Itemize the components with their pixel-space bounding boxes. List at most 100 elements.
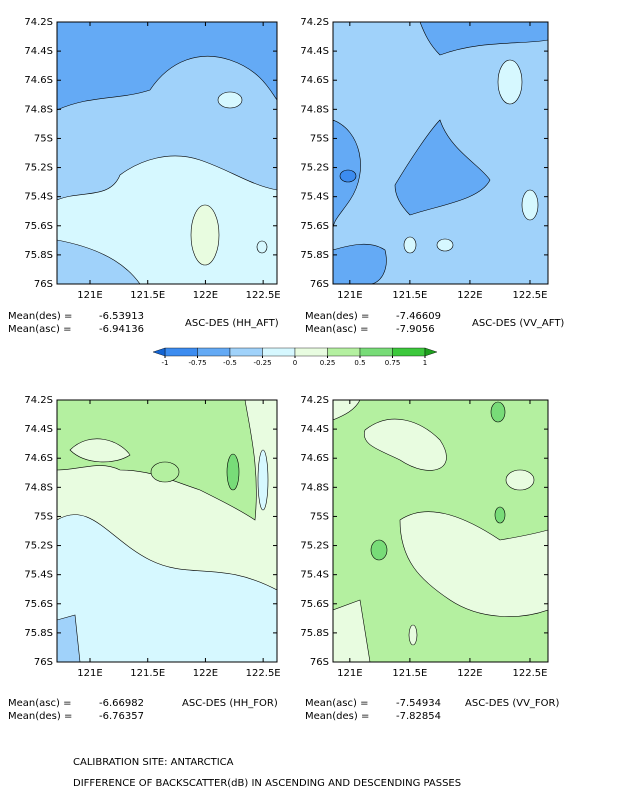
- panel-field: [333, 22, 548, 284]
- mean-value: -6.66982: [99, 698, 144, 709]
- contour-region: [497, 59, 523, 105]
- contour-region: [394, 119, 491, 216]
- mean-value: -7.82854: [396, 711, 441, 722]
- contour-region: [494, 506, 506, 524]
- footer-line: DIFFERENCE OF BACKSCATTER(dB) IN ASCENDI…: [73, 778, 461, 789]
- contour-region: [505, 469, 535, 491]
- x-tick-label: 121E: [337, 668, 362, 679]
- contour-region: [150, 461, 180, 483]
- y-tick-label: 74.6S: [24, 75, 53, 86]
- plot-frame: [56, 399, 278, 663]
- colorbar-bin: [359, 347, 393, 357]
- mean-label: Mean(asc) =: [8, 324, 71, 335]
- mean-label: Mean(des) =: [305, 711, 369, 722]
- y-tick-label: 75.6S: [24, 599, 53, 610]
- y-tick-label: 74.8S: [24, 482, 53, 493]
- y-tick-label: 74.6S: [300, 75, 329, 86]
- y-tick-label: 74.2S: [300, 17, 329, 28]
- plot-frame: [332, 21, 549, 285]
- y-tick-label: 75.4S: [24, 192, 53, 203]
- x-tick-label: 122.5E: [513, 668, 548, 679]
- y-tick-label: 75.6S: [300, 221, 329, 232]
- mean-label: Mean(asc) =: [305, 324, 368, 335]
- contour-region: [257, 449, 269, 511]
- contour-region: [436, 238, 454, 252]
- y-tick-label: 75S: [310, 133, 329, 144]
- contour-region: [57, 400, 257, 521]
- mean-value: -6.76357: [99, 711, 144, 722]
- y-tick-label: 75.2S: [300, 163, 329, 174]
- y-tick-label: 75S: [34, 133, 53, 144]
- y-tick-label: 74.4S: [24, 46, 53, 57]
- contour-region: [57, 614, 81, 662]
- panel-field: [57, 22, 277, 284]
- y-tick-label: 74.4S: [300, 46, 329, 57]
- y-tick-label: 75.6S: [300, 599, 329, 610]
- mean-value: -7.54934: [396, 698, 441, 709]
- y-tick-label: 74.8S: [24, 104, 53, 115]
- contour-region: [521, 189, 539, 221]
- x-tick-label: 122.5E: [246, 290, 281, 301]
- y-tick-label: 75.2S: [24, 163, 53, 174]
- colorbar-label: 0.5: [354, 359, 365, 367]
- x-tick-label: 121E: [337, 290, 362, 301]
- x-tick-label: 122E: [457, 668, 482, 679]
- colorbar-label: -0.5: [223, 359, 237, 367]
- colorbar-label: -0.25: [253, 359, 271, 367]
- contour-region: [69, 438, 131, 463]
- panel-title: ASC-DES (VV_FOR): [465, 698, 559, 709]
- colorbar-bin: [197, 347, 231, 357]
- plot-frame: [56, 21, 278, 285]
- contour-region: [408, 624, 418, 646]
- y-tick-label: 75.2S: [24, 541, 53, 552]
- x-tick-label: 121.5E: [392, 668, 427, 679]
- y-tick-label: 74.4S: [300, 424, 329, 435]
- colorbar-triangle: [152, 347, 166, 357]
- plot-frame: [332, 399, 549, 663]
- colorbar-label: -1: [162, 359, 169, 367]
- y-tick-label: 76S: [310, 279, 329, 290]
- contour-region: [57, 155, 277, 284]
- y-tick-label: 74.2S: [300, 395, 329, 406]
- contour-region: [333, 599, 371, 662]
- x-tick-label: 121.5E: [392, 290, 427, 301]
- y-tick-label: 75.8S: [24, 250, 53, 261]
- y-tick-label: 75.2S: [300, 541, 329, 552]
- y-tick-label: 75.8S: [300, 628, 329, 639]
- colorbar-bin: [229, 347, 263, 357]
- mean-value: -7.9056: [396, 324, 435, 335]
- mean-label: Mean(asc) =: [305, 698, 368, 709]
- contour-region: [370, 539, 388, 561]
- panel-title: ASC-DES (HH_FOR): [182, 698, 278, 709]
- y-tick-label: 75.8S: [300, 250, 329, 261]
- mean-label: Mean(des) =: [8, 311, 72, 322]
- colorbar-bin: [164, 347, 198, 357]
- colorbar-label: 1: [423, 359, 427, 367]
- x-tick-label: 121.5E: [130, 668, 165, 679]
- y-tick-label: 75.8S: [24, 628, 53, 639]
- colorbar-label: -0.75: [188, 359, 206, 367]
- contour-region: [217, 91, 243, 109]
- x-tick-label: 121.5E: [130, 290, 165, 301]
- y-tick-label: 76S: [34, 657, 53, 668]
- mean-value: -7.46609: [396, 311, 441, 322]
- contour-region: [190, 204, 220, 266]
- colorbar-bin: [294, 347, 328, 357]
- y-tick-label: 75.6S: [24, 221, 53, 232]
- y-tick-label: 76S: [310, 657, 329, 668]
- y-tick-label: 74.6S: [24, 453, 53, 464]
- y-tick-label: 76S: [34, 279, 53, 290]
- colorbar-label: 0.25: [320, 359, 336, 367]
- panel-field: [57, 400, 277, 662]
- y-tick-label: 75.4S: [300, 570, 329, 581]
- y-tick-label: 74.8S: [300, 482, 329, 493]
- y-tick-label: 75S: [34, 511, 53, 522]
- panel-field: [333, 400, 548, 662]
- panel-title: ASC-DES (VV_AFT): [472, 318, 564, 329]
- y-tick-label: 75.4S: [300, 192, 329, 203]
- y-tick-label: 74.8S: [300, 104, 329, 115]
- colorbar-label: 0.75: [385, 359, 401, 367]
- contour-region: [339, 169, 357, 183]
- y-tick-label: 75S: [310, 511, 329, 522]
